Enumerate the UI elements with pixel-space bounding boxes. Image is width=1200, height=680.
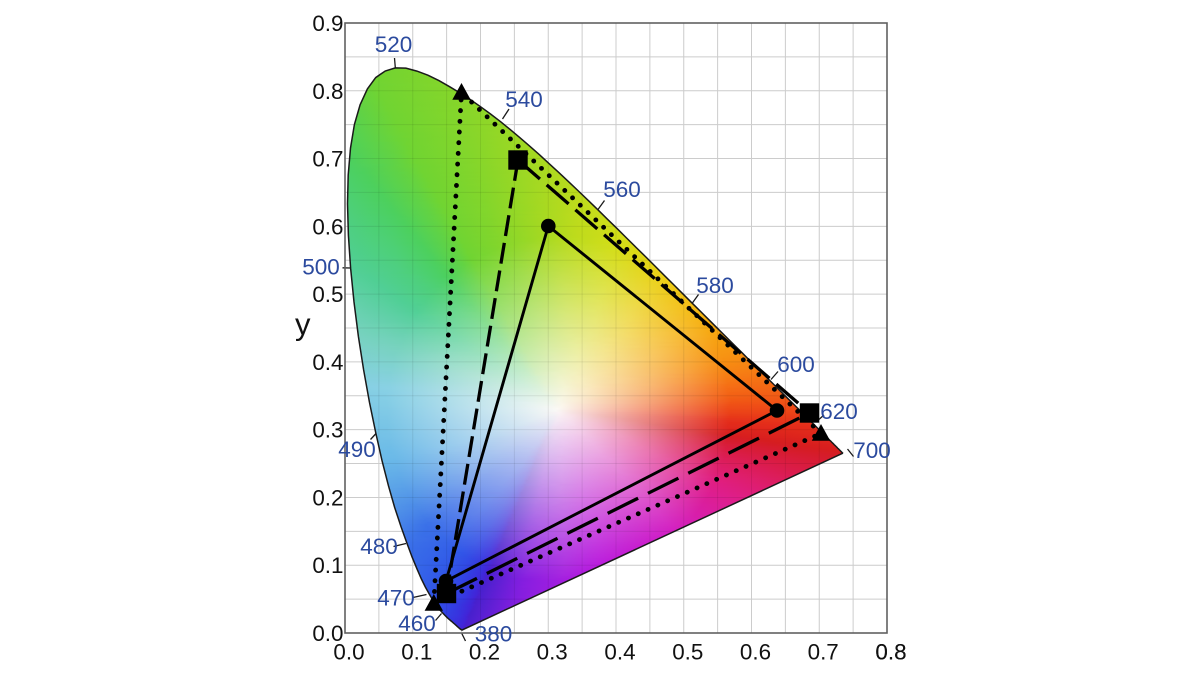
svg-text:460: 460 (398, 611, 436, 636)
svg-text:0.5: 0.5 (672, 640, 703, 665)
svg-text:0.1: 0.1 (312, 553, 343, 578)
svg-text:0.7: 0.7 (312, 147, 343, 172)
svg-text:620: 620 (820, 399, 858, 424)
svg-text:0.5: 0.5 (312, 282, 343, 307)
svg-text:0.0: 0.0 (312, 621, 343, 646)
svg-text:0.8: 0.8 (875, 640, 906, 665)
svg-text:0.4: 0.4 (604, 640, 635, 665)
svg-text:470: 470 (377, 586, 415, 611)
svg-text:560: 560 (603, 177, 641, 202)
svg-text:0.6: 0.6 (740, 640, 771, 665)
svg-text:580: 580 (696, 273, 734, 298)
svg-text:480: 480 (360, 534, 398, 559)
svg-text:0.2: 0.2 (312, 485, 343, 510)
svg-text:0.9: 0.9 (312, 11, 343, 36)
svg-text:700: 700 (853, 438, 891, 463)
svg-text:y: y (295, 307, 311, 342)
svg-text:540: 540 (505, 87, 543, 112)
svg-text:380: 380 (475, 622, 513, 647)
svg-text:500: 500 (302, 255, 340, 280)
svg-text:0.6: 0.6 (312, 214, 343, 239)
svg-text:0.7: 0.7 (808, 640, 839, 665)
svg-text:0.3: 0.3 (537, 640, 568, 665)
svg-text:0.1: 0.1 (401, 640, 432, 665)
svg-text:600: 600 (777, 352, 815, 377)
svg-text:490: 490 (338, 437, 376, 462)
svg-text:520: 520 (375, 32, 413, 57)
svg-text:0.8: 0.8 (312, 79, 343, 104)
svg-text:0.4: 0.4 (312, 350, 343, 375)
